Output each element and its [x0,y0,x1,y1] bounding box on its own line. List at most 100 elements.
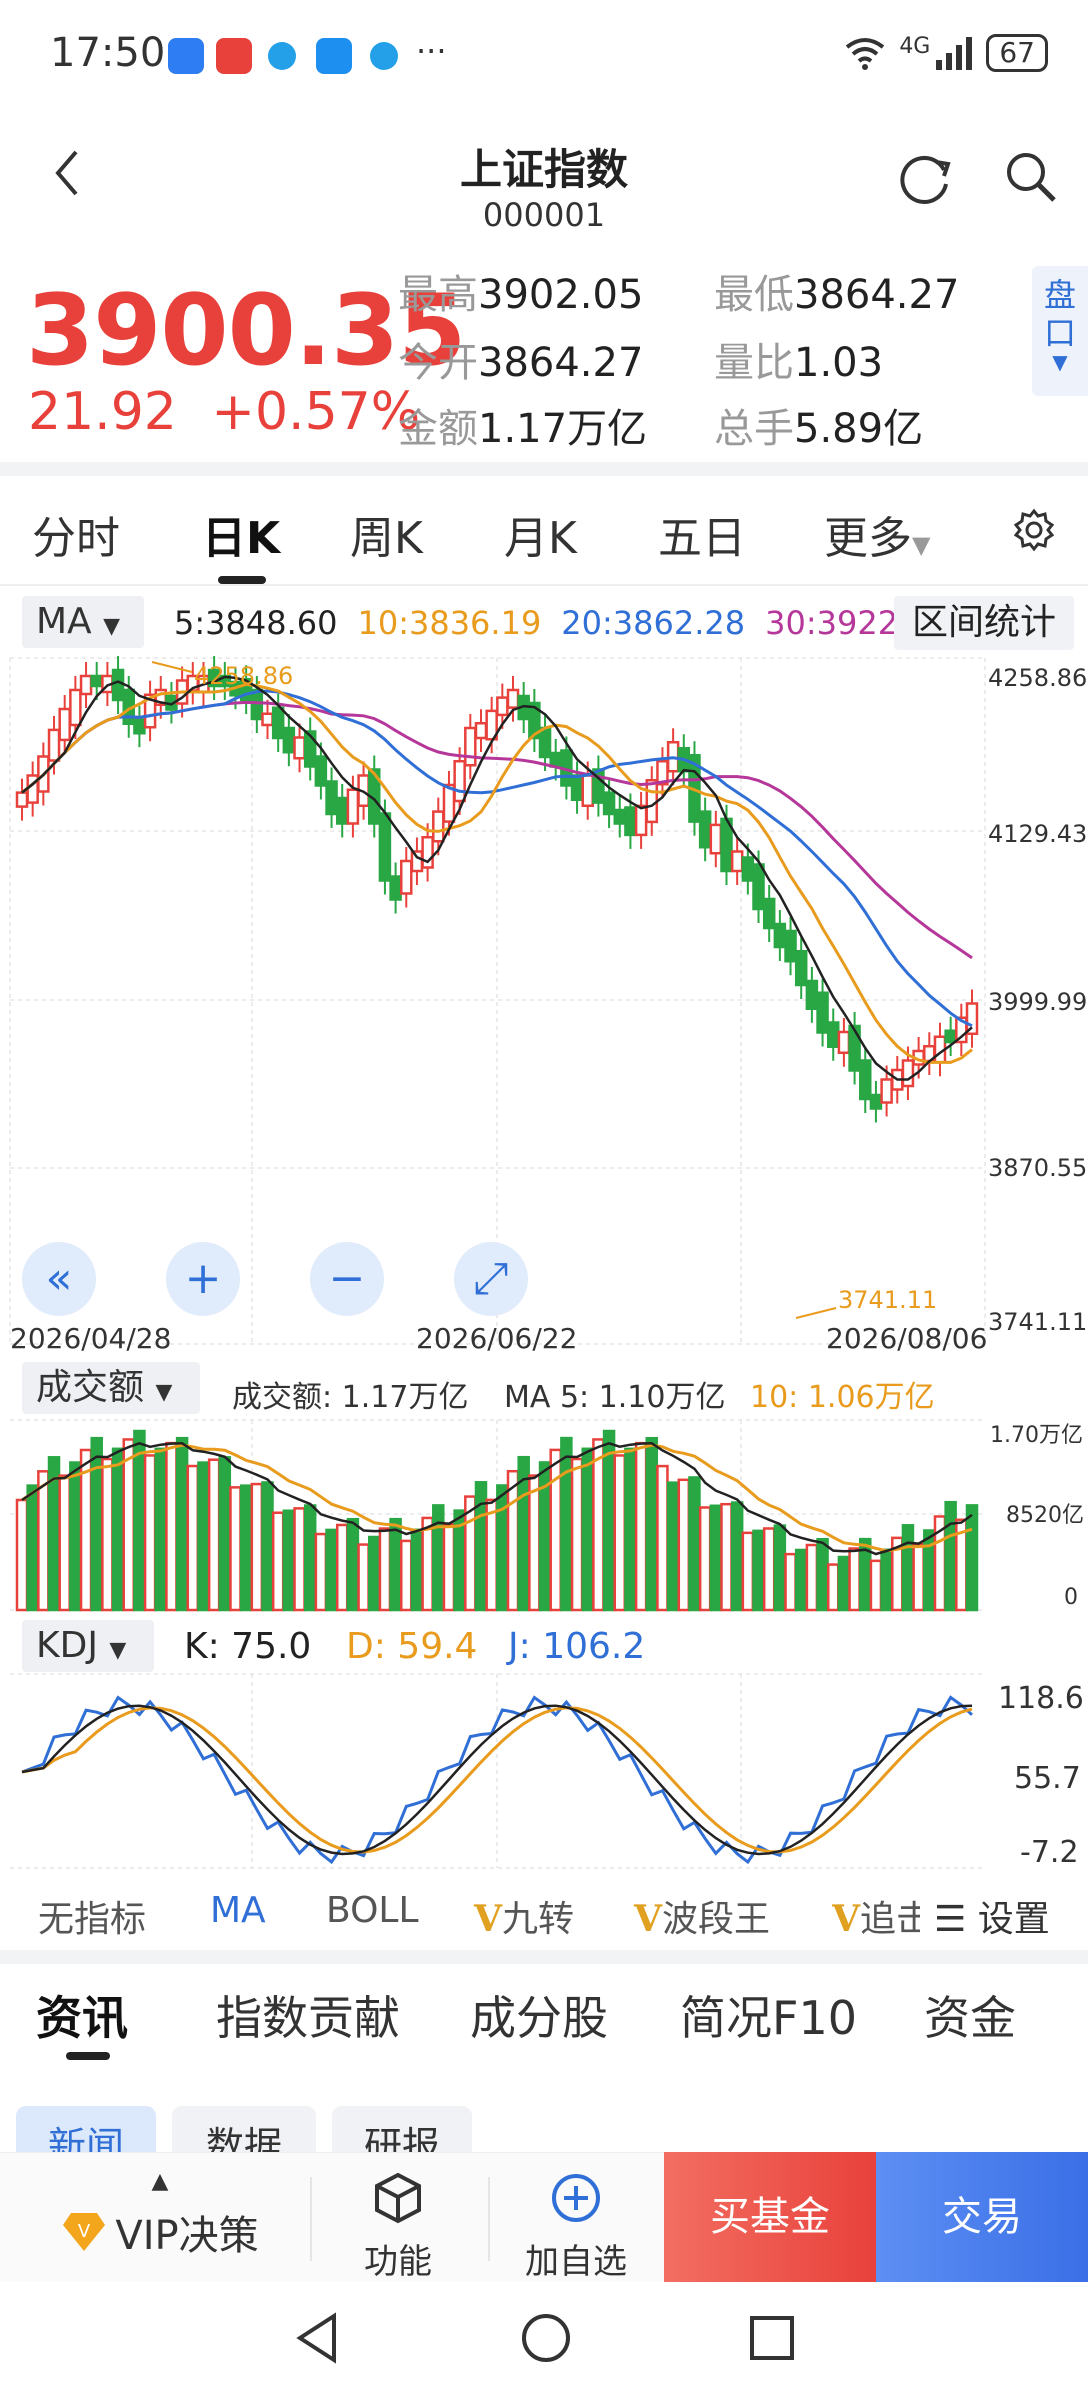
tab-index-contribution[interactable]: 指数贡献 [216,1991,400,2045]
volume-tick: 8520亿 [1006,1503,1084,1528]
indicator-ma[interactable]: MA [210,1890,266,1931]
tab-intraday[interactable]: 分时 [32,513,120,564]
candle [250,688,264,721]
indicator-settings[interactable]: ☰ 设置 [934,1890,1050,1942]
indicator-chase[interactable]: V追击 [832,1890,920,1942]
volume-bar [912,1542,925,1612]
volume-selector[interactable]: 成交额 ▼ [22,1362,200,1414]
volume-bar [741,1531,755,1612]
tab-more[interactable]: 更多▼ [824,502,930,566]
nav-back-icon[interactable] [292,2310,342,2366]
volume-bar [346,1517,360,1612]
caret-up-icon: ▲ [151,2169,169,2194]
candle [624,806,637,837]
fullscreen-button[interactable]: ⤢ [454,1242,528,1316]
volume-bar [496,1484,509,1612]
ma5-value: 5:3848.60 [174,604,338,642]
kdj-selector-label: KDJ [36,1625,98,1666]
tab-weekly-k[interactable]: 周K [350,513,423,564]
kdj-selector[interactable]: KDJ ▼ [22,1620,154,1672]
price-change: 21.92 +0.57% [28,382,420,442]
tab-daily-k[interactable]: 日K [202,513,281,564]
volume-bar [880,1548,893,1612]
volume-bar [432,1504,445,1612]
volume-bar [677,1478,691,1612]
kdj-k-line [21,1704,973,1856]
pankou-button[interactable]: 盘口 ▼ [1032,266,1088,396]
ma20-line [21,689,973,1028]
stat-value: 1.03 [794,340,884,386]
zoom-out-button[interactable]: − [310,1242,384,1316]
indicator-nine[interactable]: V九转 [474,1890,574,1942]
scroll-left-button[interactable]: « [22,1242,96,1316]
wifi-icon [846,38,885,70]
high-annotation: 4258.86 [194,662,293,690]
volume-tick: 0 [1064,1585,1078,1610]
volume-bar [15,1498,29,1612]
back-button[interactable] [52,148,82,202]
interval-stats-button[interactable]: 区间统计 [894,596,1074,650]
tab-f10[interactable]: 简况F10 [680,1991,857,2045]
volume-bar [784,1552,797,1612]
nav-home-icon[interactable] [518,2310,574,2366]
vip-decision-button[interactable]: ▲ V VIP决策 [40,2171,280,2261]
volume-bar [634,1441,648,1612]
indicator-boll[interactable]: BOLL [326,1890,419,1931]
tab-capital[interactable]: 资金 [924,1991,1016,2045]
stat-amount: 金额1.17万亿 [398,396,647,454]
candle [848,1024,861,1072]
volume-bar [37,1470,50,1612]
tab-monthly-k[interactable]: 月K [504,513,577,564]
volume-bar [592,1438,605,1612]
candle [432,810,445,843]
search-button[interactable] [1004,150,1058,208]
v-badge-icon: V [634,1898,662,1940]
refresh-button[interactable] [898,150,954,210]
svg-text:V: V [78,2221,91,2242]
candle [816,991,829,1034]
vip-decision-label: VIP决策 [115,2213,259,2259]
add-watchlist-button[interactable]: 加自选 [506,2171,646,2283]
stat-total-volume: 总手5.89亿 [714,396,923,454]
zoom-in-button[interactable]: + [166,1242,240,1316]
volume-amount: 成交额: 1.17万亿 [232,1380,469,1415]
candle [442,783,456,823]
buy-fund-button[interactable]: 买基金 [664,2152,876,2282]
ma-selector[interactable]: MA ▼ [22,596,144,648]
volume-bar [165,1441,178,1612]
indicator-band[interactable]: V波段王 [634,1890,770,1942]
volume-bar [442,1522,456,1612]
volume-bar [506,1469,520,1612]
volume-chart[interactable]: 1.70万亿 8520亿 0 [0,1418,1088,1614]
candle [805,979,819,1010]
candle [752,863,765,911]
tab-constituents[interactable]: 成分股 [470,1991,608,2045]
candle [453,760,466,803]
volume-bar [709,1504,723,1612]
volume-bar [794,1548,808,1612]
kdj-chart[interactable]: 118.6 55.7 -7.2 [0,1672,1088,1872]
volume-bar [229,1486,242,1612]
kline-chart[interactable]: 4258.86 3741.11 4258.86 4129.43 3999.99 … [0,656,1088,1356]
settings-list-icon: ☰ [934,1899,967,1940]
trade-button[interactable]: 交易 [876,2152,1088,2282]
stat-low: 最低3864.27 [714,262,959,320]
candle [826,1021,840,1048]
add-watchlist-label: 加自选 [525,2242,627,2282]
nav-recents-icon[interactable] [746,2312,798,2364]
page-title: 上证指数 [459,145,628,194]
candle [346,788,360,825]
app-blue2-icon [370,42,398,70]
volume-bar [645,1436,659,1612]
kdj-j: J: 106.2 [508,1626,646,1667]
function-button[interactable]: 功能 [338,2171,458,2283]
volume-ma5-line [21,1441,973,1556]
tab-news[interactable]: 资讯 [36,1991,128,2045]
indicator-none[interactable]: 无指标 [38,1899,147,1940]
tab-five-day[interactable]: 五日 [658,513,746,564]
chart-settings-button[interactable] [1012,508,1056,556]
volume-bar [923,1529,936,1612]
volume-bar [965,1504,979,1612]
volume-bar [239,1484,253,1612]
candle [859,1059,872,1101]
